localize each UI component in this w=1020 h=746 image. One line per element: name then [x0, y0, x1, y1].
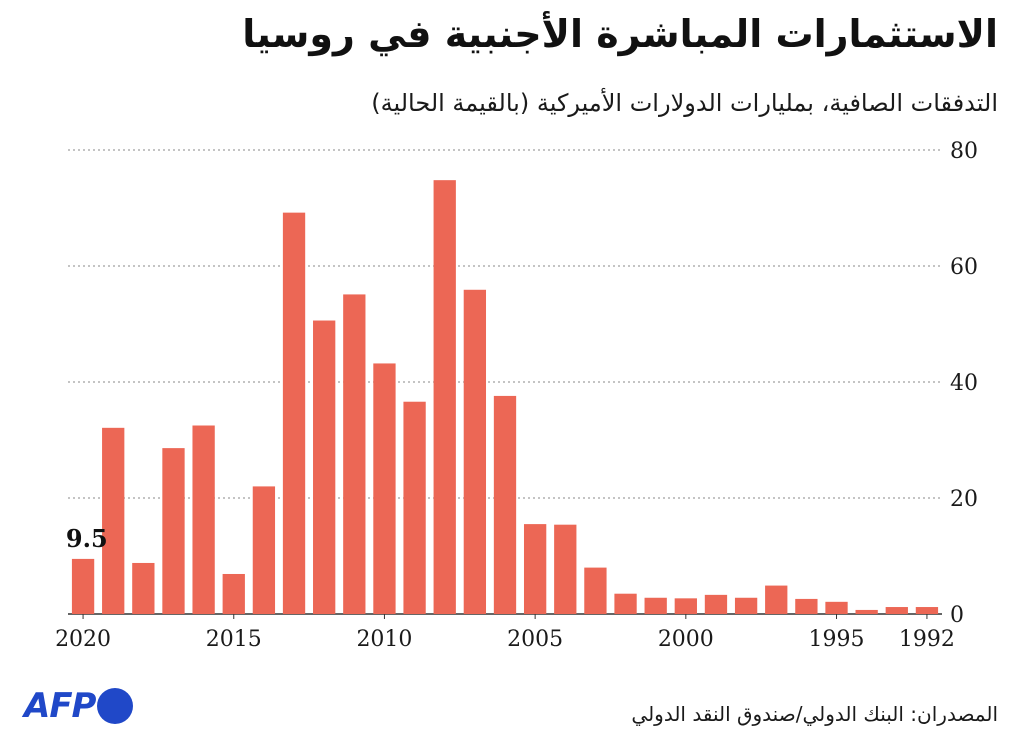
afp-logo: AFP	[24, 686, 134, 726]
bar-1996	[795, 598, 818, 614]
bar-2015	[222, 573, 245, 614]
bar-2016	[192, 425, 215, 614]
bar-2003	[584, 567, 607, 614]
bar-2020	[71, 558, 95, 614]
chart-title: الاستثمارات المباشرة الأجنبية في روسيا	[242, 12, 998, 56]
source-note: المصدران: البنك الدولي/صندوق النقد الدول…	[631, 702, 998, 726]
x-tick-label: 2015	[206, 627, 262, 652]
bar-1997	[765, 585, 788, 614]
labels: 0 20 40 60 80 2020 2015 2010 2005 2000 1995 1992 9.5	[55, 139, 978, 652]
x-tick-label: 2020	[55, 627, 111, 652]
y-tick-label: 20	[950, 487, 978, 512]
bar-2011	[343, 294, 366, 614]
x-tick-label: 2000	[658, 627, 714, 652]
y-tick-label: 0	[950, 603, 964, 628]
bar-2000	[674, 598, 697, 614]
bar-2002	[614, 593, 637, 614]
bar-2007	[463, 289, 487, 614]
bar-2008	[433, 180, 456, 614]
bar-2009	[403, 401, 426, 614]
bar-chart: 0 20 40 60 80 2020 2015 2010 2005 2000 1995 1992 9.5	[55, 139, 978, 652]
chart-subtitle: التدفقات الصافية، بمليارات الدولارات الأ…	[371, 89, 998, 117]
bar-2017	[162, 448, 185, 614]
bar-2013	[282, 212, 306, 614]
bar-2001	[644, 597, 667, 614]
x-tick-label: 2005	[507, 627, 563, 652]
y-tick-label: 80	[950, 139, 978, 164]
bar-1998	[734, 597, 758, 614]
bar-2010	[373, 363, 396, 614]
afp-logo-text: AFP	[24, 686, 96, 726]
bar-2018	[132, 562, 155, 614]
bar-2005	[523, 524, 547, 614]
bar-1993	[885, 607, 908, 614]
bar-2004	[554, 524, 577, 614]
x-tick-label: 2010	[356, 627, 412, 652]
bar-1999	[704, 594, 728, 614]
y-tick-label: 60	[950, 255, 978, 280]
data-label: 9.5	[66, 524, 108, 553]
bar-2019	[102, 427, 125, 614]
x-tick-label: 1992	[899, 627, 955, 652]
afp-logo-dot-icon	[97, 688, 134, 724]
bar-2012	[313, 320, 336, 614]
bar-2014	[252, 486, 276, 614]
bar-1995	[825, 601, 848, 614]
bar-1994	[855, 609, 878, 614]
x-tick-label: 1995	[809, 627, 865, 652]
bar-1992	[915, 607, 939, 614]
bars	[71, 180, 939, 614]
y-tick-label: 40	[950, 371, 978, 396]
bar-2006	[493, 395, 517, 614]
